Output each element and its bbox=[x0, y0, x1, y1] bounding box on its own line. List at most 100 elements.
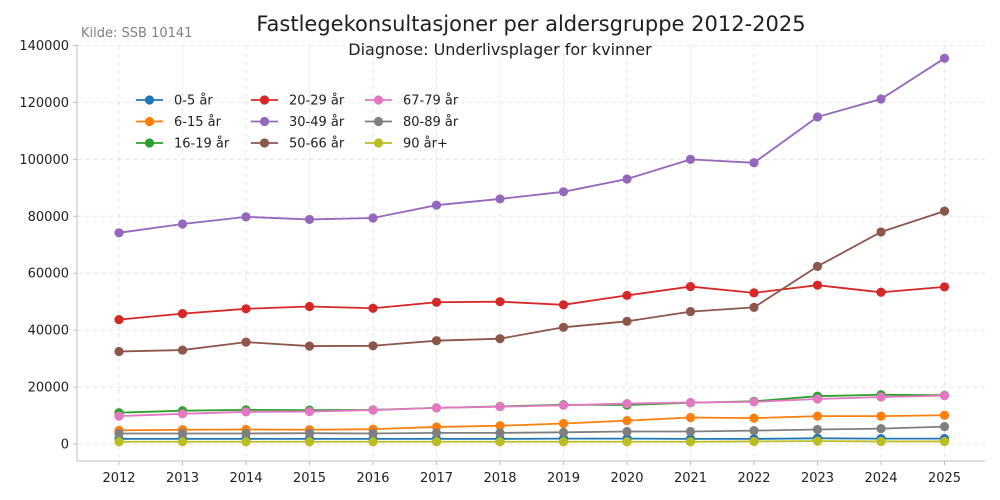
data-point bbox=[114, 228, 124, 238]
x-tick-label: 2012 bbox=[102, 471, 135, 486]
data-point bbox=[495, 421, 505, 431]
data-point bbox=[939, 422, 950, 432]
data-point bbox=[177, 428, 188, 439]
legend-item: 6-15 år bbox=[136, 115, 222, 130]
data-point bbox=[368, 428, 378, 439]
legend-swatch-marker bbox=[373, 116, 384, 127]
y-tick-label: 60000 bbox=[28, 267, 69, 282]
legend-item: 16-19 år bbox=[136, 137, 230, 152]
data-point bbox=[495, 402, 505, 412]
data-point bbox=[622, 416, 632, 426]
legend-label: 0-5 år bbox=[174, 94, 213, 109]
data-point bbox=[685, 154, 696, 164]
data-point bbox=[749, 302, 759, 312]
data-point bbox=[622, 290, 632, 301]
data-point bbox=[558, 322, 569, 332]
data-point bbox=[495, 428, 505, 438]
legend-label: 80-89 år bbox=[403, 115, 459, 130]
y-tick-label: 0 bbox=[61, 438, 69, 453]
data-point bbox=[812, 394, 823, 404]
legend-swatch-marker bbox=[259, 116, 270, 127]
data-point bbox=[812, 280, 823, 290]
series-line bbox=[119, 425, 945, 435]
x-tick-label: 2023 bbox=[801, 471, 834, 486]
legend-label: 6-15 år bbox=[174, 115, 222, 130]
legend-swatch-marker bbox=[144, 95, 155, 105]
data-point bbox=[812, 261, 823, 271]
legend-item: 20-29 år bbox=[251, 94, 345, 109]
data-point bbox=[939, 282, 950, 292]
legend-label: 90 år+ bbox=[403, 137, 448, 152]
data-point bbox=[368, 405, 378, 415]
data-point bbox=[431, 297, 442, 307]
data-point bbox=[304, 341, 315, 351]
series-line bbox=[118, 284, 945, 321]
legend-item: 0-5 år bbox=[136, 94, 213, 109]
series-30-49-r bbox=[114, 53, 950, 238]
data-point bbox=[304, 301, 315, 312]
data-point bbox=[876, 392, 886, 402]
data-point bbox=[241, 337, 251, 347]
data-point bbox=[558, 418, 569, 429]
series-line bbox=[118, 414, 945, 432]
data-point bbox=[177, 345, 188, 355]
x-tick-label: 2015 bbox=[293, 471, 326, 486]
data-point bbox=[558, 300, 569, 310]
legend-swatch-marker bbox=[259, 95, 270, 105]
data-point bbox=[241, 428, 251, 439]
legend-swatch-marker bbox=[373, 138, 384, 148]
y-tick-label: 120000 bbox=[19, 96, 69, 111]
data-point bbox=[241, 407, 251, 417]
data-point bbox=[876, 411, 886, 421]
data-point bbox=[876, 436, 886, 447]
x-tick-label: 2014 bbox=[229, 471, 262, 486]
x-tick-label: 2017 bbox=[420, 471, 453, 486]
series-20-29-r bbox=[114, 280, 950, 325]
data-point bbox=[558, 400, 569, 410]
data-point bbox=[368, 437, 378, 447]
data-point bbox=[622, 316, 632, 326]
series-line bbox=[118, 57, 945, 234]
data-point bbox=[495, 437, 505, 447]
legend-label: 16-19 år bbox=[174, 137, 230, 152]
data-point bbox=[177, 409, 188, 419]
series-line bbox=[119, 437, 945, 440]
data-point bbox=[558, 187, 569, 197]
data-point bbox=[685, 426, 696, 437]
data-point bbox=[749, 288, 759, 298]
data-point bbox=[939, 410, 950, 420]
data-point bbox=[812, 424, 823, 435]
data-point bbox=[114, 315, 124, 325]
data-point bbox=[431, 437, 442, 447]
legend-label: 50-66 år bbox=[289, 137, 345, 152]
legend-swatch-marker bbox=[144, 138, 155, 148]
x-tick-label: 2021 bbox=[674, 471, 707, 486]
data-point bbox=[876, 94, 886, 104]
data-point bbox=[368, 303, 378, 313]
data-point bbox=[812, 411, 823, 421]
data-point bbox=[876, 227, 886, 237]
data-point bbox=[241, 212, 251, 222]
data-point bbox=[495, 334, 505, 344]
series-line bbox=[119, 440, 945, 443]
data-point bbox=[749, 436, 759, 447]
data-point bbox=[622, 426, 632, 437]
data-point bbox=[431, 200, 442, 210]
y-tick-label: 80000 bbox=[28, 210, 69, 225]
data-point bbox=[685, 307, 696, 317]
data-point bbox=[685, 412, 696, 423]
x-tick-label: 2022 bbox=[737, 471, 770, 486]
data-point bbox=[114, 428, 124, 439]
data-point bbox=[431, 336, 442, 346]
data-point bbox=[622, 398, 632, 409]
data-point bbox=[241, 437, 251, 447]
data-point bbox=[114, 411, 124, 421]
data-point bbox=[685, 397, 696, 408]
y-tick-label: 20000 bbox=[28, 381, 69, 396]
legend-item: 67-79 år bbox=[365, 94, 459, 109]
x-tick-label: 2025 bbox=[928, 471, 961, 486]
data-point bbox=[177, 309, 188, 319]
series-67-79-r bbox=[114, 391, 950, 421]
x-tick-label: 2020 bbox=[610, 471, 643, 486]
